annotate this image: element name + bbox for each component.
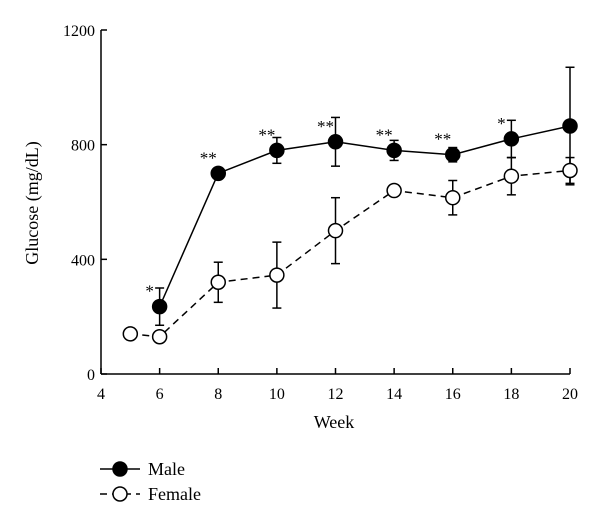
y-axis-title: Glucose (mg/dL)	[22, 141, 43, 264]
point-male-week-18	[503, 131, 520, 147]
y-tick-label-800: 800	[71, 138, 95, 155]
point-female-week-20	[562, 162, 578, 179]
legend-label-male: Male	[148, 459, 185, 479]
y-tick-label-0: 0	[87, 367, 95, 384]
point-female-week-6	[151, 328, 168, 345]
x-tick-label-18: 18	[503, 386, 519, 403]
x-tick-label-6: 6	[156, 386, 164, 403]
series-layer	[122, 66, 578, 345]
point-female-week-8	[210, 274, 226, 291]
point-male-week-16	[445, 146, 461, 163]
x-tick-label-12: 12	[328, 386, 344, 403]
point-male-week-6	[151, 298, 168, 315]
x-tick-label-20: 20	[562, 386, 578, 403]
significance-marker-week-8: **	[200, 148, 217, 167]
legend-item-female: Female	[100, 484, 201, 504]
x-tick-label-14: 14	[386, 386, 402, 403]
point-female-week-12	[327, 222, 344, 239]
point-male-week-14	[386, 142, 402, 159]
significance-marker-week-16: **	[434, 130, 451, 149]
series-male-line	[158, 125, 571, 307]
annotation-layer: ***** ** ** ***	[145, 114, 505, 301]
x-tick-label-8: 8	[214, 386, 222, 403]
legend-item-male: Male	[100, 459, 185, 479]
point-female-week-5	[122, 326, 139, 342]
x-tick-label-16: 16	[445, 386, 461, 403]
point-male-week-8	[210, 165, 226, 182]
y-tick-label-400: 400	[71, 252, 95, 269]
significance-marker-week-18: *	[497, 114, 506, 133]
point-male-week-10	[269, 142, 285, 159]
legend-marker-male	[112, 461, 128, 477]
significance-marker-week-14: **	[376, 125, 393, 144]
x-tick-label-4: 4	[97, 386, 105, 403]
legend: Male Female	[100, 459, 201, 504]
point-male-week-20	[562, 118, 578, 134]
y-tick-label-1200: 1200	[63, 23, 95, 40]
x-tick-label-10: 10	[269, 386, 285, 403]
point-female-week-10	[269, 267, 285, 283]
series-female	[122, 156, 578, 345]
significance-marker-week-12: **	[317, 117, 334, 136]
significance-marker-week-6: *	[145, 282, 154, 301]
x-axis-title: Week	[314, 412, 355, 432]
significance-marker-week-10: **	[258, 125, 275, 144]
legend-marker-female	[112, 486, 128, 502]
point-female-week-18	[503, 168, 520, 184]
point-male-week-12	[327, 134, 344, 150]
series-female-line	[130, 169, 571, 338]
point-female-week-14	[386, 182, 402, 199]
point-female-week-16	[445, 189, 461, 206]
axes: 4 6 8 10 12 14 16 18 20 0 400 800 1200	[63, 23, 578, 403]
legend-label-female: Female	[148, 484, 201, 504]
